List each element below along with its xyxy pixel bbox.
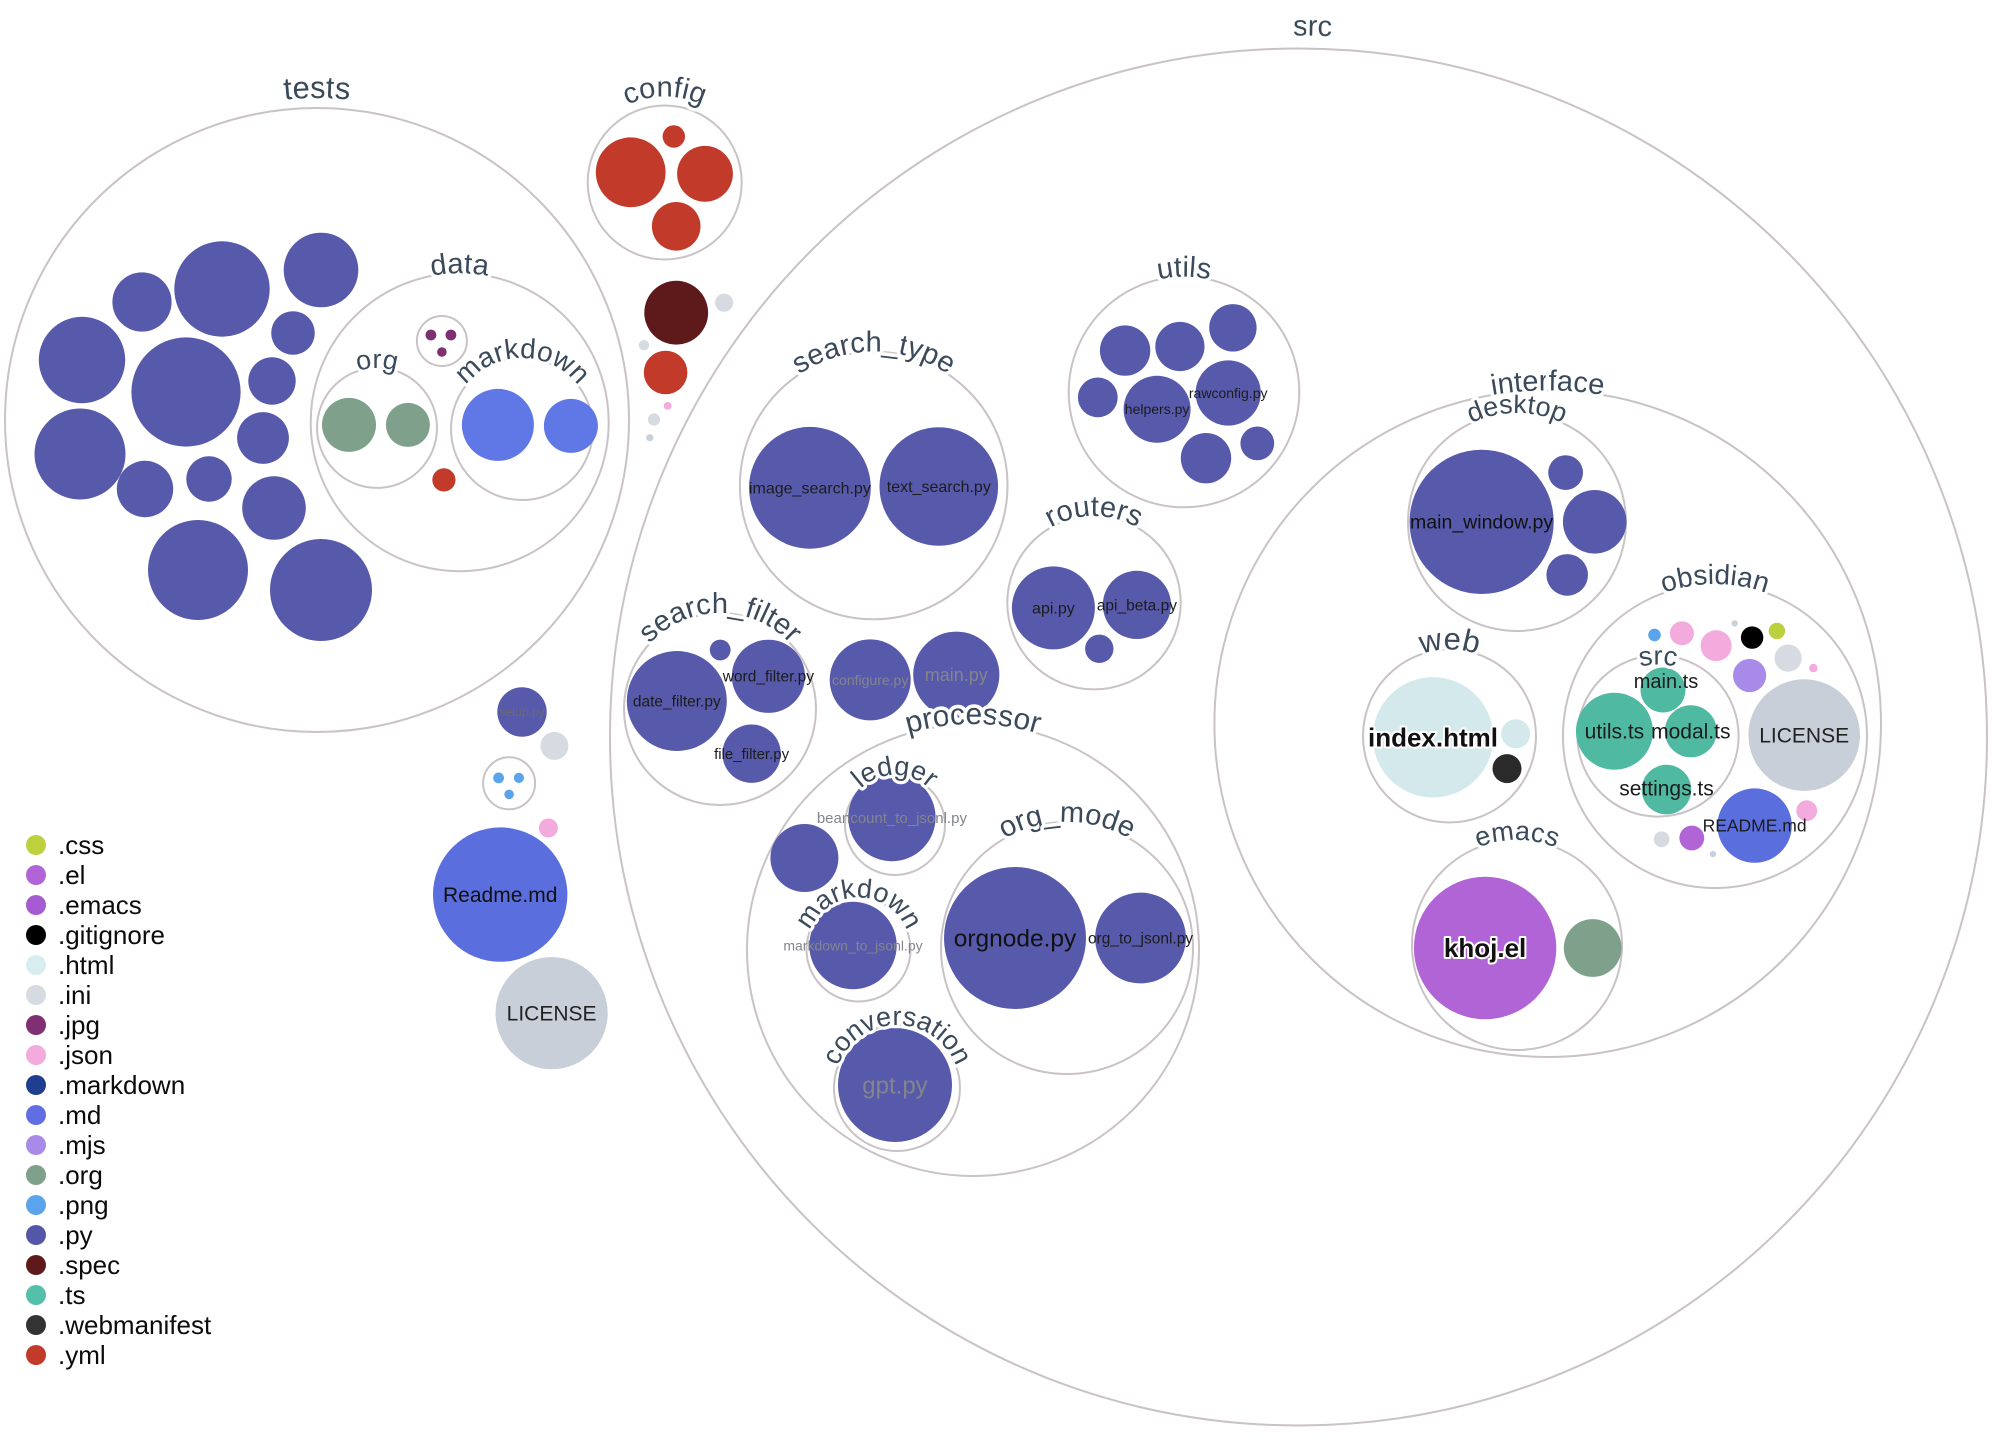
svg-text:file_filter.py: file_filter.py (714, 746, 790, 763)
svg-text:beancount_to_jsonl.py: beancount_to_jsonl.py (817, 810, 968, 827)
svg-text:.org: .org (58, 1160, 103, 1190)
svg-text:.markdown: .markdown (58, 1070, 185, 1100)
svg-text:README.md: README.md (1703, 816, 1807, 836)
svg-text:src: src (1293, 10, 1333, 43)
svg-text:khoj.el: khoj.el (1444, 933, 1526, 963)
svg-text:org_to_jsonl.py: org_to_jsonl.py (1088, 930, 1193, 947)
svg-text:settings.ts: settings.ts (1619, 777, 1714, 800)
svg-text:rawconfig.py: rawconfig.py (1189, 385, 1268, 401)
svg-text:text_search.py: text_search.py (887, 479, 991, 496)
svg-text:main.py: main.py (925, 665, 988, 685)
svg-text:org: org (353, 344, 401, 377)
svg-text:orgnode.py: orgnode.py (954, 926, 1077, 953)
svg-text:utils: utils (1155, 252, 1214, 287)
svg-text:main_window.py: main_window.py (1410, 512, 1553, 534)
svg-text:.py: .py (58, 1220, 93, 1250)
svg-text:index.html: index.html (1368, 722, 1498, 752)
svg-text:markdown_to_jsonl.py: markdown_to_jsonl.py (783, 937, 922, 953)
svg-text:main.ts: main.ts (1634, 671, 1698, 693)
svg-text:src: src (1636, 640, 1679, 672)
svg-text:word_filter.py: word_filter.py (722, 669, 815, 686)
svg-text:.html: .html (58, 950, 114, 980)
svg-text:.css: .css (58, 830, 104, 860)
svg-text:gpt.py: gpt.py (862, 1072, 927, 1099)
svg-text:setup.py: setup.py (499, 705, 544, 719)
svg-text:web: web (1415, 621, 1484, 660)
svg-text:.gitignore: .gitignore (58, 920, 165, 950)
svg-text:api.py: api.py (1032, 601, 1075, 618)
svg-text:date_filter.py: date_filter.py (633, 693, 721, 710)
svg-text:modal.ts: modal.ts (1651, 721, 1730, 744)
svg-text:.el: .el (58, 860, 85, 890)
svg-text:LICENSE: LICENSE (1759, 725, 1849, 748)
svg-text:.spec: .spec (58, 1250, 120, 1280)
svg-text:api_beta.py: api_beta.py (1097, 597, 1177, 614)
svg-text:.jpg: .jpg (58, 1010, 100, 1040)
svg-text:.json: .json (58, 1040, 113, 1070)
svg-text:.webmanifest: .webmanifest (58, 1310, 212, 1340)
svg-text:.png: .png (58, 1190, 109, 1220)
svg-text:configure.py: configure.py (832, 672, 908, 688)
svg-text:.ini: .ini (58, 980, 91, 1010)
svg-text:.yml: .yml (58, 1340, 106, 1370)
svg-text:helpers.py: helpers.py (1125, 401, 1190, 417)
svg-text:LICENSE: LICENSE (507, 1003, 597, 1026)
svg-text:data: data (428, 248, 492, 283)
svg-text:interface: interface (1488, 365, 1606, 402)
svg-text:.md: .md (58, 1100, 101, 1130)
svg-text:Readme.md: Readme.md (443, 884, 557, 907)
svg-text:utils.ts: utils.ts (1585, 721, 1645, 744)
svg-text:.mjs: .mjs (58, 1130, 106, 1160)
svg-text:.emacs: .emacs (58, 890, 142, 920)
svg-text:image_search.py: image_search.py (749, 480, 871, 497)
svg-text:.ts: .ts (58, 1280, 85, 1310)
